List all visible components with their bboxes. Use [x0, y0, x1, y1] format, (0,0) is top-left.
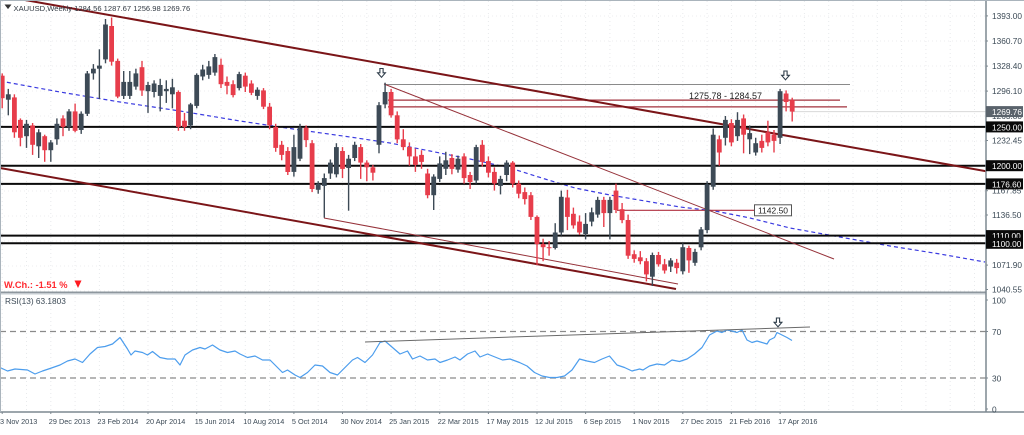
svg-text:RSI(13) 63.1803: RSI(13) 63.1803 — [5, 296, 66, 306]
svg-text:23 Feb 2014: 23 Feb 2014 — [97, 417, 138, 426]
svg-text:29 Dec 2013: 29 Dec 2013 — [49, 417, 90, 426]
svg-text:5 Oct 2014: 5 Oct 2014 — [292, 417, 328, 426]
svg-text:1296.10: 1296.10 — [992, 86, 1022, 96]
svg-text:27 Dec 2015: 27 Dec 2015 — [681, 417, 722, 426]
svg-text:1167.85: 1167.85 — [992, 186, 1022, 196]
svg-text:3 Nov 2013: 3 Nov 2013 — [0, 417, 37, 426]
svg-text:1200.00: 1200.00 — [992, 161, 1022, 171]
svg-text:1142.50: 1142.50 — [758, 206, 788, 216]
svg-text:20 Apr 2014: 20 Apr 2014 — [146, 417, 185, 426]
svg-text:1328.40: 1328.40 — [992, 61, 1022, 71]
svg-text:17 May 2015: 17 May 2015 — [486, 417, 528, 426]
svg-text:1071.90: 1071.90 — [992, 260, 1022, 270]
svg-text:1360.70: 1360.70 — [992, 36, 1022, 46]
svg-text:1 Nov 2015: 1 Nov 2015 — [632, 417, 669, 426]
svg-text:12 Jul 2015: 12 Jul 2015 — [535, 417, 573, 426]
svg-text:1250.00: 1250.00 — [992, 122, 1022, 132]
svg-text:1393.00: 1393.00 — [992, 11, 1022, 21]
svg-text:6 Sep 2015: 6 Sep 2015 — [584, 417, 621, 426]
svg-text:30 Nov 2014: 30 Nov 2014 — [341, 417, 382, 426]
svg-text:XAUUSD,Weekly 1284.56 1287.67: XAUUSD,Weekly 1284.56 1287.67 1256.98 12… — [14, 4, 191, 13]
svg-text:1269.76: 1269.76 — [992, 107, 1022, 117]
svg-text:15 Jun 2014: 15 Jun 2014 — [195, 417, 235, 426]
svg-text:100: 100 — [992, 296, 1006, 306]
svg-text:21 Feb 2016: 21 Feb 2016 — [729, 417, 770, 426]
svg-text:1110.00: 1110.00 — [992, 231, 1021, 241]
svg-text:70: 70 — [992, 327, 1002, 337]
svg-text:25 Jan 2015: 25 Jan 2015 — [389, 417, 429, 426]
svg-text:1232.45: 1232.45 — [992, 136, 1022, 146]
svg-text:1040.55: 1040.55 — [992, 285, 1022, 295]
svg-text:0: 0 — [992, 405, 997, 415]
svg-text:1100.00: 1100.00 — [992, 239, 1022, 249]
svg-text:30: 30 — [992, 374, 1002, 384]
svg-text:22 Mar 2015: 22 Mar 2015 — [438, 417, 479, 426]
svg-text:W.Ch.: -1.51 %: W.Ch.: -1.51 % — [4, 280, 68, 290]
svg-text:1176.60: 1176.60 — [992, 179, 1022, 189]
svg-text:1136.50: 1136.50 — [992, 210, 1022, 220]
svg-text:1275.78 - 1284.57: 1275.78 - 1284.57 — [689, 91, 762, 101]
svg-text:17 Apr 2016: 17 Apr 2016 — [778, 417, 817, 426]
svg-text:10 Aug 2014: 10 Aug 2014 — [243, 417, 284, 426]
